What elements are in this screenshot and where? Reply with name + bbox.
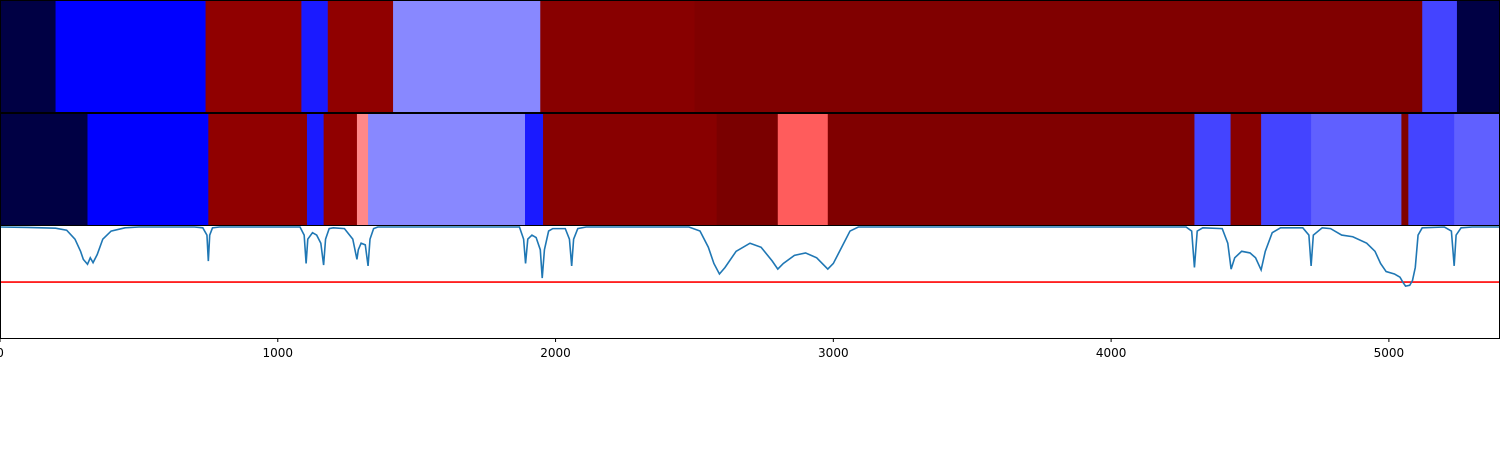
top-strip-segment-6 (540, 1, 695, 112)
top-strip-segment-2 (205, 1, 302, 112)
middle-strip-segment-12 (1194, 114, 1232, 225)
middle-strip-segment-3 (306, 114, 325, 225)
middle-strip-segment-7 (525, 114, 544, 225)
top-strip-segment-8 (1422, 1, 1458, 112)
middle-strip-segment-1 (87, 114, 209, 225)
x-axis: 0 1000 2000 3000 4000 5000 (0, 338, 1404, 360)
top-strip-segment-3 (301, 1, 329, 112)
x-tick-label-0: 0 (0, 346, 4, 360)
middle-strip-segment-0 (0, 114, 88, 225)
middle-strip-segment-5 (356, 114, 369, 225)
top-strip-segment-5 (393, 1, 541, 112)
middle-strip-segment-16 (1401, 114, 1409, 225)
middle-strip-segment-10 (777, 114, 829, 225)
middle-strip-segment-13 (1230, 114, 1262, 225)
top-strip-segment-7 (694, 1, 1423, 112)
middle-strip-segment-2 (208, 114, 308, 225)
middle-strip-segment-18 (1454, 114, 1500, 225)
series-line (0, 226, 1500, 288)
middle-strip-segment-8 (543, 114, 718, 225)
middle-strip-segment-4 (323, 114, 358, 225)
middle-strip-segment-9 (716, 114, 779, 225)
top-strip-segment-9 (1456, 1, 1500, 112)
middle-strip-segment-6 (368, 114, 526, 225)
top-strip-segment-1 (55, 1, 207, 112)
middle-strip-segment-17 (1408, 114, 1455, 225)
x-tick-label-1000: 1000 (263, 346, 294, 360)
x-tick-label-5000: 5000 (1374, 346, 1405, 360)
top-strip-segment-4 (327, 1, 394, 112)
middle-strip-segment-15 (1311, 114, 1402, 225)
top-strip-segment-0 (0, 1, 57, 112)
heatmap-strip-middle (0, 114, 1500, 225)
heatmap-strip-top (0, 1, 1500, 112)
x-tick-label-4000: 4000 (1096, 346, 1127, 360)
line-panel (0, 226, 1500, 288)
middle-strip-segment-11 (827, 114, 1195, 225)
x-tick-label-2000: 2000 (540, 346, 571, 360)
middle-strip-segment-14 (1261, 114, 1312, 225)
x-tick-label-3000: 3000 (818, 346, 849, 360)
